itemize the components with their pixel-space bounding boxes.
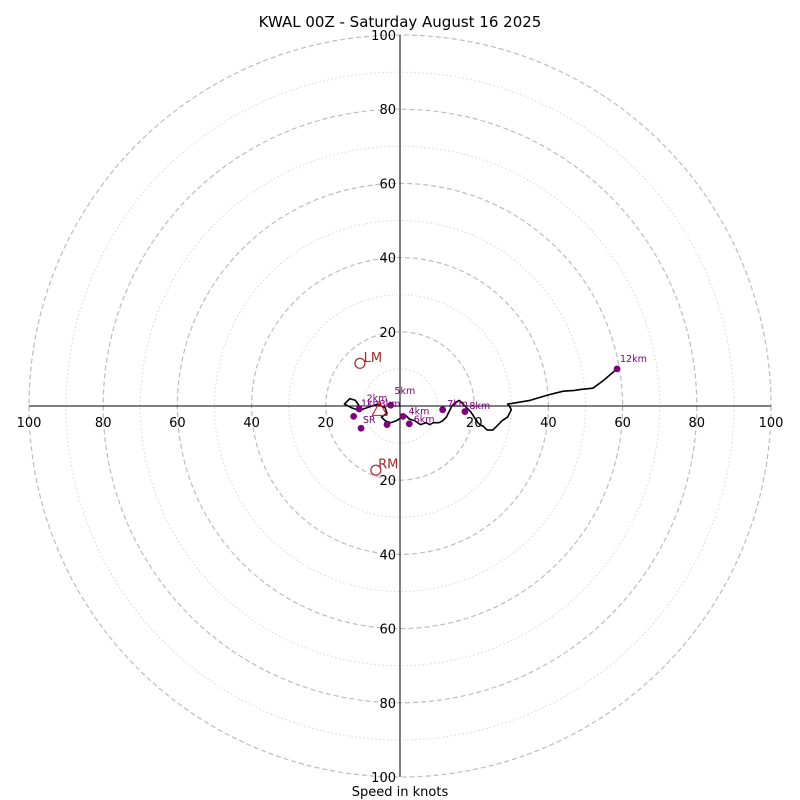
storm-motion-marker <box>354 357 366 369</box>
x-tick-label: 100 <box>17 416 42 431</box>
mean-wind-triangle <box>371 401 388 416</box>
y-tick-label: 40 <box>379 252 396 267</box>
height-point <box>387 401 395 409</box>
small-label: SR <box>363 415 376 426</box>
x-tick-label: 20 <box>318 416 335 431</box>
small-label: 3km <box>380 399 401 410</box>
height-label: 5km <box>394 386 415 397</box>
height-point <box>439 406 447 414</box>
hodograph-line <box>343 368 618 431</box>
hodograph-trace <box>343 368 618 431</box>
x-tick-label: 40 <box>540 416 557 431</box>
storm-motion-label: RM <box>378 458 398 473</box>
storm-motion-marker <box>370 464 382 476</box>
height-point <box>357 424 365 432</box>
x-tick-label: 80 <box>95 416 112 431</box>
small-label: 1km <box>361 399 382 410</box>
x-tick-label: 20 <box>466 416 483 431</box>
height-label: 8km <box>469 401 490 412</box>
y-tick-label: 100 <box>371 29 396 44</box>
storm-motion-label: LM <box>364 351 382 366</box>
height-point <box>383 421 391 428</box>
x-tick-label: 100 <box>759 416 784 431</box>
height-point <box>399 412 407 420</box>
y-tick-label: 80 <box>379 103 396 118</box>
x-tick-label: 60 <box>614 416 631 431</box>
height-point <box>350 412 358 420</box>
height-point <box>613 365 621 373</box>
x-tick-label: 80 <box>689 416 706 431</box>
x-axis-label: Speed in knots <box>352 785 449 800</box>
x-tick-label: 60 <box>169 416 186 431</box>
axes <box>29 35 771 777</box>
height-label: 6km <box>414 414 435 425</box>
height-point <box>405 420 413 428</box>
y-tick-label: 40 <box>379 548 396 563</box>
height-label: 7km <box>447 399 468 410</box>
y-tick-label: 60 <box>379 623 396 638</box>
height-point <box>355 405 363 413</box>
chart-title: KWAL 00Z - Saturday August 16 2025 <box>259 13 542 31</box>
height-label: 4km <box>409 407 430 418</box>
storm-motion-markers: LM RM <box>354 351 398 476</box>
tick-labels: 100 80 60 40 20 20 40 60 80 100 100 80 60 40 20 20 40 60 8… <box>17 29 784 786</box>
y-tick-label: 100 <box>371 771 396 786</box>
height-label: 2km <box>367 394 388 405</box>
y-tick-label: 20 <box>379 474 396 489</box>
y-tick-label: 80 <box>379 697 396 712</box>
x-tick-label: 40 <box>243 416 260 431</box>
height-point <box>461 408 469 415</box>
y-tick-label: 20 <box>379 326 396 341</box>
y-tick-label: 60 <box>379 177 396 192</box>
height-label: 12km <box>620 354 647 365</box>
